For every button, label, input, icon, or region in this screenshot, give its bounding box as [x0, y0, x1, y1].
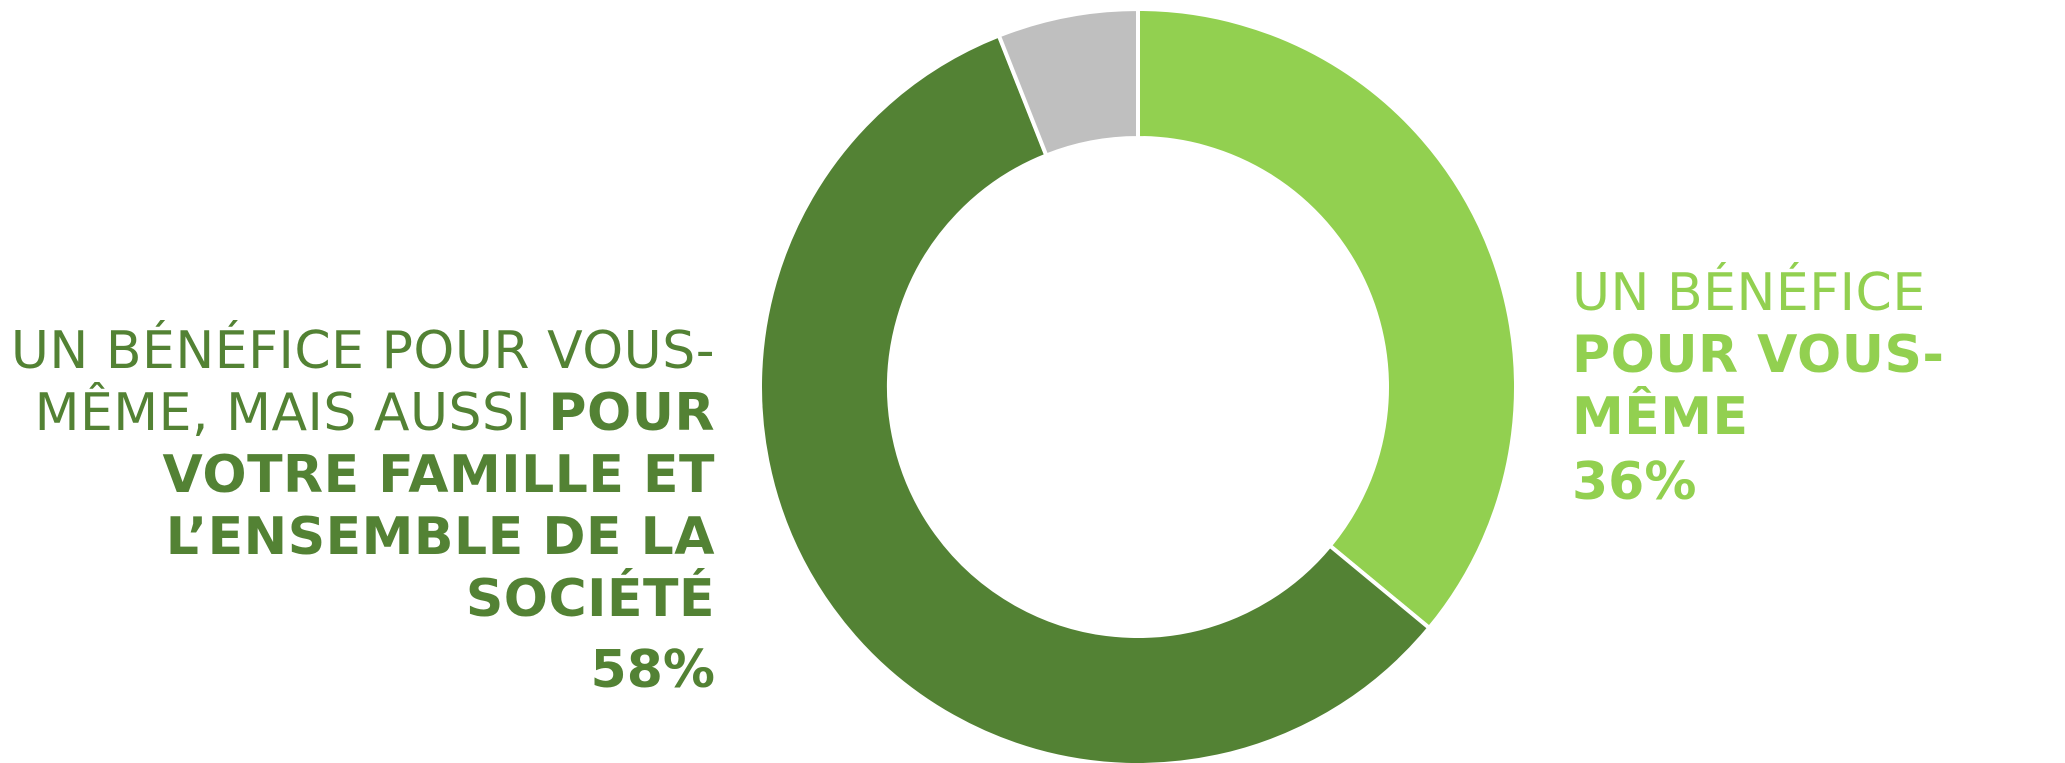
slice-other — [996, 6, 1140, 159]
slice-label-family-society-light: UN BÉNÉFICE POUR VOUS-MÊME, MAIS AUSSI — [10, 321, 715, 443]
slice-value-family-society: 58% — [590, 640, 715, 700]
donut-slices — [758, 6, 1518, 763]
slice-label-family-society-bold: POUR VOTRE FAMILLE ET L’ENSEMBLE DE LA S… — [162, 383, 715, 629]
slice-label-yourself-bold: POUR VOUS-MÊME — [1572, 325, 1945, 447]
slice-value-yourself: 36% — [1572, 452, 1697, 512]
slice-family-society — [758, 32, 1433, 763]
slice-label-family-society: UN BÉNÉFICE POUR VOUS-MÊME, MAIS AUSSI P… — [0, 320, 715, 630]
slice-label-yourself: UN BÉNÉFICE POUR VOUS-MÊME — [1572, 262, 2052, 448]
slice-label-yourself-light: UN BÉNÉFICE — [1572, 263, 1926, 323]
slice-yourself — [1136, 6, 1518, 631]
